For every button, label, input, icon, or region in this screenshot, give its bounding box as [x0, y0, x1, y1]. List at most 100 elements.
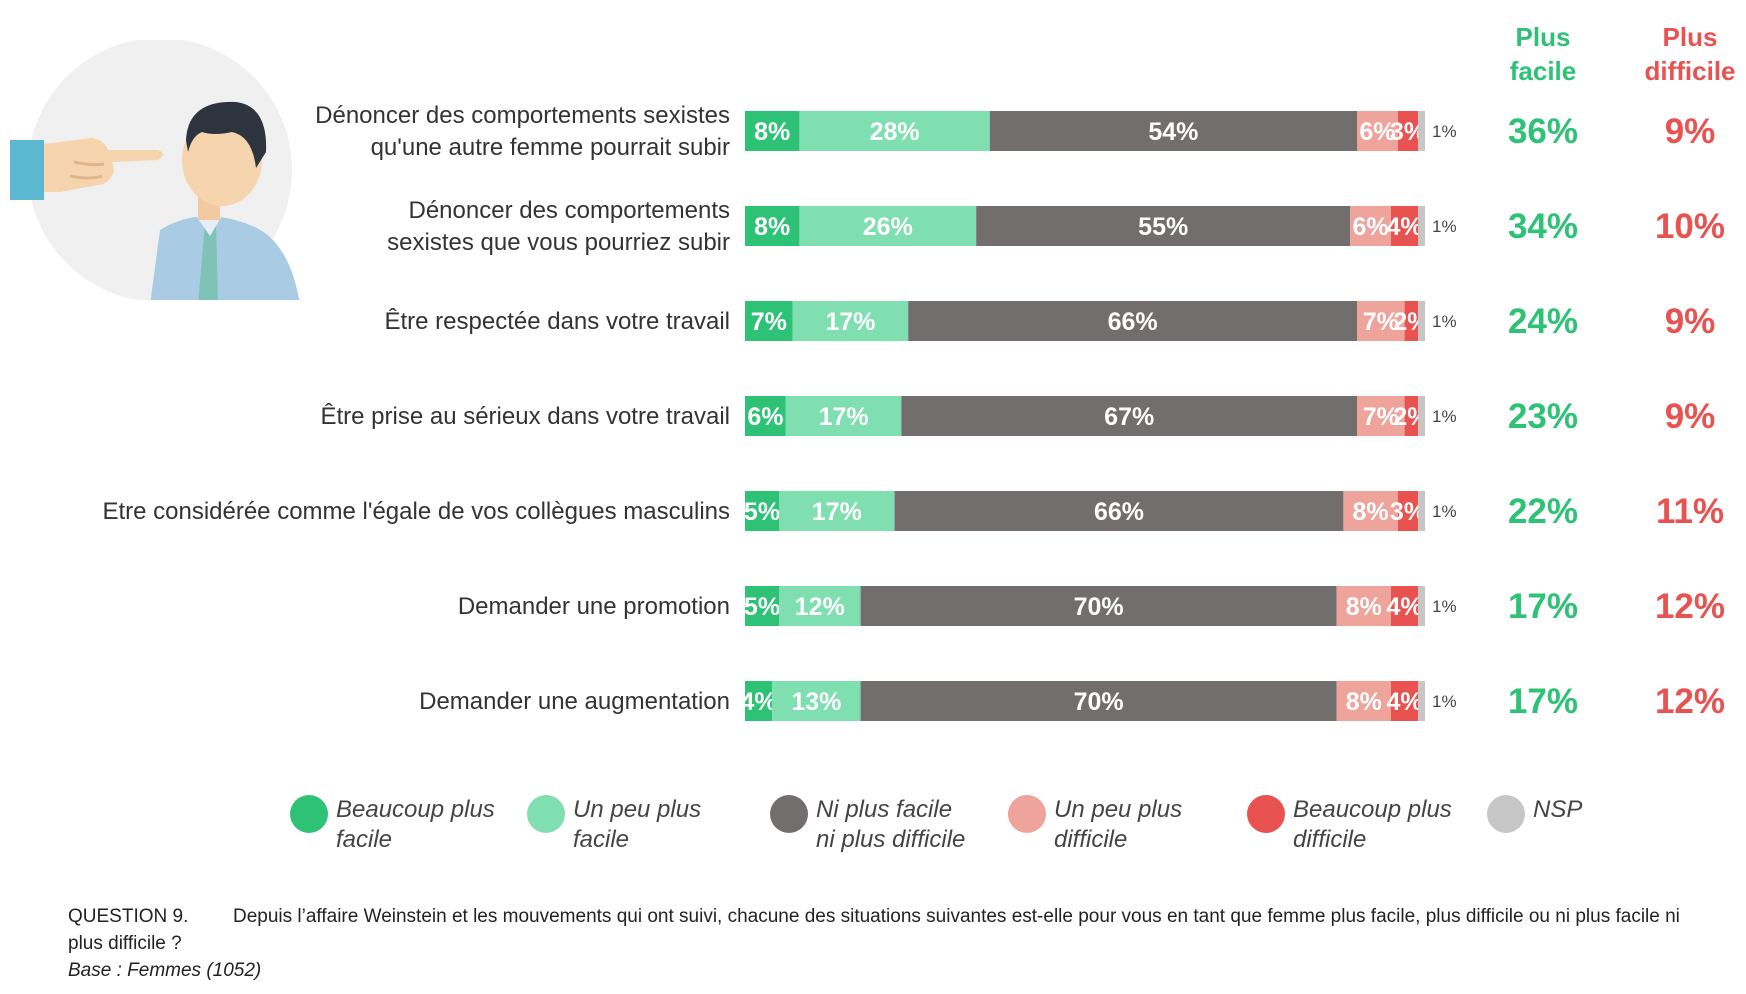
bar-segment [792, 301, 909, 341]
bar-row: Etre considérée comme l'égale de vos col… [102, 491, 1724, 531]
segment-value-label: 7% [1363, 308, 1399, 336]
row-label: qu'une autre femme pourrait subir [371, 134, 730, 161]
segment-value-label: 17% [825, 308, 875, 336]
bar-segment [1418, 301, 1425, 341]
legend-swatch [1008, 795, 1046, 833]
bar-segment [1357, 301, 1405, 341]
base-note: Base : Femmes (1052) [68, 960, 262, 981]
segment-value-label: 17% [812, 498, 862, 526]
bar-segment [908, 301, 1357, 341]
row-label: Être respectée dans votre travail [384, 308, 730, 335]
bar-row: Être respectée dans votre travail 7% 17% 66… [384, 301, 1715, 341]
legend-swatch [1487, 795, 1525, 833]
bar-segment [745, 301, 793, 341]
bar-segment [989, 111, 1357, 151]
man-pointing-illustration [10, 40, 300, 300]
bar-segment [1418, 586, 1425, 626]
plus-facile-total: 34% [1508, 207, 1578, 246]
legend-item: Un peu plus difficile [1008, 795, 1182, 855]
plus-difficile-total: 12% [1655, 682, 1725, 721]
footnote: QUESTION 9. Depuis l’affaire Weinstein et… [68, 903, 1708, 984]
segment-value-label: 8% [754, 118, 790, 146]
plus-facile-total: 17% [1508, 682, 1578, 721]
bar-segment [1418, 681, 1425, 721]
segment-value-label: 4% [1387, 688, 1423, 716]
bar-row: Dénoncer des comportements sexistes que v… [387, 197, 1725, 256]
plus-facile-total: 24% [1508, 302, 1578, 341]
legend-label: NSP [1533, 796, 1583, 823]
bar-segment [1397, 491, 1419, 531]
segment-value-label: 8% [1346, 593, 1382, 621]
segment-value-label: 67% [1104, 403, 1154, 431]
nsp-value-label: 1% [1432, 502, 1457, 521]
nsp-value-label: 1% [1432, 122, 1457, 141]
segment-value-label: 7% [751, 308, 787, 336]
plus-difficile-header: difficile [1644, 56, 1735, 86]
legend-item: Beaucoup plus facile [290, 795, 495, 855]
row-label: Dénoncer des comportements [409, 197, 731, 224]
question-label: QUESTION 9. [68, 906, 189, 927]
bar-segment [894, 491, 1344, 531]
segment-value-label: 5% [744, 593, 780, 621]
bar-segment [745, 586, 779, 626]
bar-row: Dénoncer des comportements sexistes qu'un… [315, 102, 1715, 161]
bar-segment [1350, 206, 1391, 246]
segment-value-label: 4% [1387, 213, 1423, 241]
bar-segment [1391, 681, 1419, 721]
bar-segment [1391, 206, 1419, 246]
bar-segment [1336, 681, 1391, 721]
bar-segment [1404, 301, 1419, 341]
bar-segment [745, 681, 773, 721]
plus-facile-header: Plus [1516, 22, 1571, 52]
nsp-value-label: 1% [1432, 312, 1457, 331]
bar-segment [901, 396, 1357, 436]
bar-segment [1357, 111, 1398, 151]
plus-difficile-total: 10% [1655, 207, 1725, 246]
bar-segment [799, 206, 977, 246]
legend-item: NSP [1487, 795, 1582, 833]
segment-value-label: 54% [1148, 118, 1198, 146]
plus-difficile-total: 11% [1656, 492, 1724, 531]
bar-segment [1336, 586, 1391, 626]
bar-row: Demander une promotion 5% 12% 70% 8% 4% 1% 17% 1… [458, 586, 1725, 626]
plus-facile-total: 17% [1508, 587, 1578, 626]
segment-value-label: 17% [819, 403, 869, 431]
segment-value-label: 55% [1138, 213, 1188, 241]
bar-segment [976, 206, 1351, 246]
segment-value-label: 66% [1108, 308, 1158, 336]
bar-row: Être prise au sérieux dans votre travail… [320, 396, 1715, 436]
bar-segment [1418, 206, 1425, 246]
bar-segment [745, 111, 800, 151]
segment-value-label: 6% [747, 403, 783, 431]
segment-value-label: 4% [1387, 593, 1423, 621]
question-text: Depuis l’affaire Weinstein et les mouvem… [68, 906, 1680, 954]
plus-difficile-header: Plus [1663, 22, 1718, 52]
plus-difficile-total: 9% [1665, 397, 1716, 436]
segment-value-label: 13% [791, 688, 841, 716]
legend-label: Un peu plus facile [573, 796, 702, 853]
plus-facile-total: 36% [1508, 112, 1578, 151]
plus-difficile-total: 9% [1665, 112, 1716, 151]
bar-row: Demander une augmentation 4% 13% 70% 8% 4% 1% 1… [419, 681, 1725, 721]
legend-swatch [770, 795, 808, 833]
plus-facile-header: facile [1510, 56, 1577, 86]
row-label: sexistes que vous pourriez subir [387, 229, 730, 256]
legend-swatch [527, 795, 565, 833]
bar-segment [1418, 491, 1425, 531]
row-label: Être prise au sérieux dans votre travail [320, 403, 730, 430]
segment-value-label: 28% [870, 118, 920, 146]
nsp-value-label: 1% [1432, 597, 1457, 616]
row-label: Demander une promotion [458, 593, 730, 620]
legend-label: Un peu plus difficile [1054, 796, 1183, 853]
plus-difficile-total: 12% [1655, 587, 1725, 626]
bar-segment [785, 396, 902, 436]
segment-value-label: 70% [1074, 688, 1124, 716]
bar-segment [779, 491, 895, 531]
bar-segment [1418, 396, 1425, 436]
legend-label: Beaucoup plus facile [336, 796, 495, 853]
nsp-value-label: 1% [1432, 407, 1457, 426]
segment-value-label: 8% [1353, 498, 1389, 526]
segment-value-label: 70% [1074, 593, 1124, 621]
bar-segment [799, 111, 990, 151]
bar-segment [1404, 396, 1419, 436]
